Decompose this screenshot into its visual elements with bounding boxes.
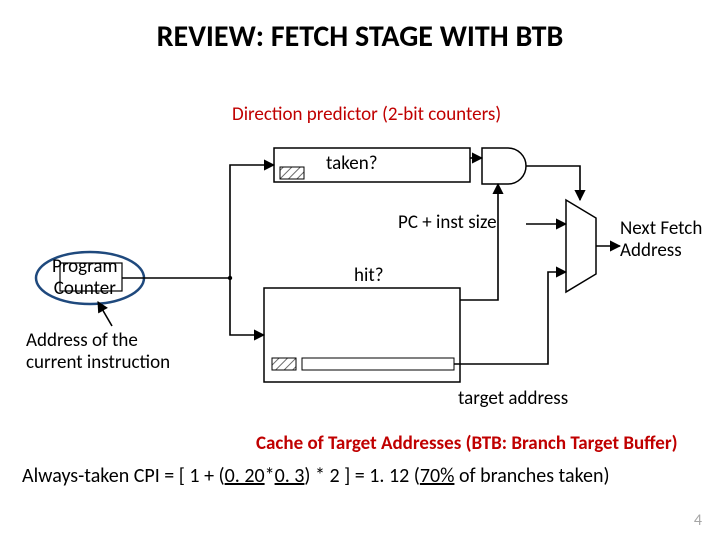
target-address-label: target address: [458, 388, 568, 410]
mux: [566, 200, 596, 292]
predictor-entry: [280, 167, 304, 179]
address-current-label: Address of the current instruction: [26, 330, 170, 374]
page-number: 4: [694, 511, 702, 530]
hit-label: hit?: [354, 265, 384, 287]
and-gate: [482, 148, 526, 184]
program-counter-label: Program Counter: [52, 256, 118, 300]
wire-pc-to-btb: [230, 278, 264, 335]
wire-and-to-mux: [526, 166, 580, 200]
pointer-addr-to-pc: [98, 302, 112, 326]
next-fetch-label: Next Fetch Address: [620, 218, 702, 262]
taken-label: taken?: [326, 153, 378, 175]
btb-caption: Cache of Target Addresses (BTB: Branch T…: [256, 432, 678, 455]
pc-plus-inst-label: PC + inst size: [398, 212, 497, 234]
direction-predictor-label: Direction predictor (2-bit counters): [232, 104, 501, 126]
cpi-formula: Always-taken CPI = [ 1 + (0. 20*0. 3) * …: [22, 464, 610, 488]
btb-tag-entry: [272, 358, 296, 370]
wire-pc-to-predictor: [230, 165, 274, 278]
btb-target-entry: [302, 358, 454, 370]
wire-target-to-mux: [454, 272, 566, 364]
wire-hit-to-and: [460, 184, 498, 300]
